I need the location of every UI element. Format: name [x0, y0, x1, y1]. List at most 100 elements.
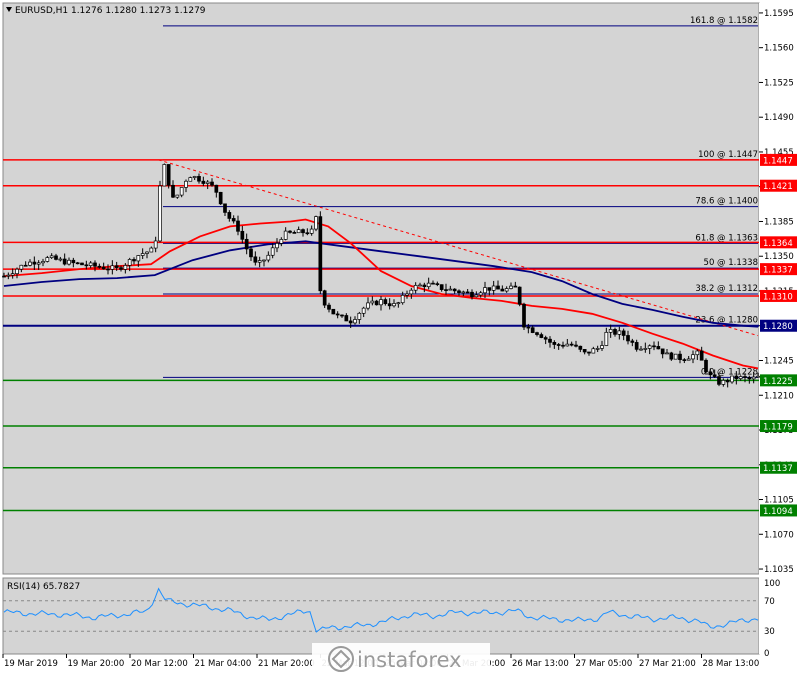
candle-body[interactable]: [509, 285, 513, 289]
candle-body[interactable]: [106, 268, 110, 271]
candle-body[interactable]: [227, 212, 232, 219]
candle-body[interactable]: [422, 284, 427, 288]
candle-body[interactable]: [730, 375, 734, 383]
candle-body[interactable]: [517, 286, 522, 305]
candle-body[interactable]: [218, 191, 223, 205]
candle-body[interactable]: [539, 334, 544, 338]
candle-body[interactable]: [500, 288, 505, 292]
candle-body[interactable]: [379, 299, 383, 306]
candle-body[interactable]: [444, 289, 448, 291]
candle-body[interactable]: [673, 353, 678, 360]
candle-body[interactable]: [725, 380, 730, 383]
candle-body[interactable]: [344, 315, 349, 322]
candle-body[interactable]: [145, 251, 149, 254]
candle-body[interactable]: [691, 354, 695, 360]
candle-body[interactable]: [127, 259, 132, 266]
candle-body[interactable]: [383, 299, 388, 305]
candle-body[interactable]: [530, 327, 535, 333]
candle-body[interactable]: [374, 300, 379, 306]
candle-body[interactable]: [270, 247, 275, 256]
candle-body[interactable]: [543, 337, 548, 340]
candle-body[interactable]: [695, 350, 700, 356]
candle-body[interactable]: [660, 348, 665, 355]
candle-body[interactable]: [639, 348, 643, 351]
candle-body[interactable]: [179, 187, 184, 196]
candle-body[interactable]: [322, 290, 327, 306]
candle-body[interactable]: [617, 330, 622, 335]
candle-body[interactable]: [504, 288, 509, 292]
rsi-line[interactable]: [3, 587, 759, 633]
candle-body[interactable]: [626, 335, 630, 342]
candle-body[interactable]: [496, 285, 500, 290]
candle-body[interactable]: [54, 255, 58, 260]
candle-body[interactable]: [45, 257, 50, 262]
candle-body[interactable]: [101, 266, 106, 270]
candle-body[interactable]: [717, 376, 721, 385]
candle-body[interactable]: [704, 359, 708, 373]
candle-body[interactable]: [487, 287, 492, 291]
candle-body[interactable]: [93, 262, 97, 267]
candle-body[interactable]: [279, 239, 284, 244]
candle-body[interactable]: [465, 291, 470, 294]
candle-body[interactable]: [556, 344, 561, 346]
candle-body[interactable]: [327, 304, 331, 310]
candle-body[interactable]: [751, 376, 756, 380]
candle-body[interactable]: [192, 176, 197, 178]
collapse-triangle-icon[interactable]: [6, 7, 12, 12]
candle-body[interactable]: [275, 243, 279, 249]
candle-body[interactable]: [210, 181, 214, 186]
candle-body[interactable]: [734, 375, 739, 379]
candle-body[interactable]: [470, 291, 474, 298]
candle-body[interactable]: [119, 267, 123, 270]
candle-body[interactable]: [656, 346, 661, 350]
candle-body[interactable]: [348, 320, 353, 324]
candle-body[interactable]: [166, 164, 171, 186]
candle-body[interactable]: [483, 287, 487, 294]
candle-body[interactable]: [647, 345, 652, 349]
candle-body[interactable]: [439, 284, 444, 290]
candle-body[interactable]: [331, 308, 336, 315]
candle-body[interactable]: [10, 273, 15, 276]
candle-body[interactable]: [591, 348, 596, 354]
candle-body[interactable]: [36, 262, 41, 265]
candle-body[interactable]: [405, 293, 409, 296]
candle-body[interactable]: [205, 181, 210, 184]
candle-body[interactable]: [171, 184, 175, 198]
slow-moving-average-line[interactable]: [3, 240, 759, 328]
candle-body[interactable]: [413, 285, 418, 291]
candle-body[interactable]: [88, 262, 93, 266]
candle-body[interactable]: [426, 282, 431, 288]
candle-body[interactable]: [435, 283, 440, 285]
candle-body[interactable]: [335, 313, 340, 316]
candle-body[interactable]: [158, 185, 162, 242]
candle-body[interactable]: [665, 352, 669, 355]
candle-body[interactable]: [305, 232, 310, 235]
candle-body[interactable]: [15, 268, 19, 275]
candle-body[interactable]: [97, 265, 102, 268]
candle-body[interactable]: [262, 259, 266, 262]
candle-body[interactable]: [721, 380, 726, 385]
candle-body[interactable]: [686, 358, 691, 361]
candle-body[interactable]: [569, 343, 574, 346]
candle-body[interactable]: [149, 247, 154, 253]
candle-body[interactable]: [132, 259, 136, 262]
candle-body[interactable]: [738, 376, 743, 379]
candle-body[interactable]: [309, 228, 314, 234]
candle-body[interactable]: [400, 294, 405, 304]
candle-body[interactable]: [474, 294, 479, 298]
candle-body[interactable]: [41, 261, 45, 264]
candle-body[interactable]: [431, 282, 435, 285]
fast-moving-average-line[interactable]: [3, 218, 759, 370]
candle-body[interactable]: [361, 307, 366, 314]
candle-body[interactable]: [84, 264, 89, 267]
candle-body[interactable]: [292, 232, 297, 234]
candle-body[interactable]: [643, 348, 648, 350]
candle-body[interactable]: [123, 265, 128, 270]
candle-body[interactable]: [6, 274, 11, 277]
candle-body[interactable]: [457, 290, 461, 293]
candle-body[interactable]: [587, 351, 591, 354]
candle-body[interactable]: [448, 288, 453, 291]
candle-body[interactable]: [153, 240, 158, 249]
candle-body[interactable]: [634, 342, 639, 350]
candle-body[interactable]: [75, 262, 80, 265]
